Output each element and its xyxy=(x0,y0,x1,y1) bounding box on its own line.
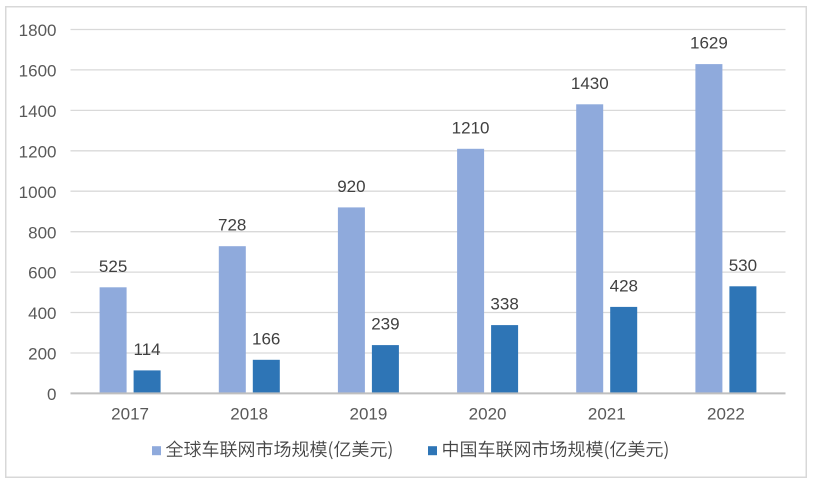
svg-text:920: 920 xyxy=(337,177,365,196)
svg-text:114: 114 xyxy=(134,340,161,359)
svg-text:0: 0 xyxy=(47,385,56,404)
svg-text:2018: 2018 xyxy=(230,404,268,423)
svg-text:239: 239 xyxy=(371,315,399,334)
svg-text:2022: 2022 xyxy=(707,404,745,423)
svg-text:1800: 1800 xyxy=(19,21,57,40)
svg-text:1629: 1629 xyxy=(690,34,728,53)
svg-text:2020: 2020 xyxy=(469,404,507,423)
svg-text:428: 428 xyxy=(610,276,638,295)
svg-text:166: 166 xyxy=(252,329,280,348)
svg-text:1210: 1210 xyxy=(452,118,490,137)
svg-text:525: 525 xyxy=(99,257,127,276)
svg-text:1600: 1600 xyxy=(19,62,57,81)
svg-text:400: 400 xyxy=(28,304,56,323)
svg-text:2017: 2017 xyxy=(111,404,149,423)
svg-text:200: 200 xyxy=(28,345,56,364)
svg-text:1400: 1400 xyxy=(19,102,57,121)
svg-text:2021: 2021 xyxy=(588,404,626,423)
svg-text:728: 728 xyxy=(218,216,246,235)
svg-text:1430: 1430 xyxy=(571,74,609,93)
svg-text:2019: 2019 xyxy=(349,404,387,423)
svg-text:338: 338 xyxy=(490,295,518,314)
svg-text:1000: 1000 xyxy=(19,183,57,202)
svg-text:600: 600 xyxy=(28,264,56,283)
svg-text:800: 800 xyxy=(28,223,56,242)
svg-text:1200: 1200 xyxy=(19,142,57,161)
svg-text:530: 530 xyxy=(729,256,757,275)
